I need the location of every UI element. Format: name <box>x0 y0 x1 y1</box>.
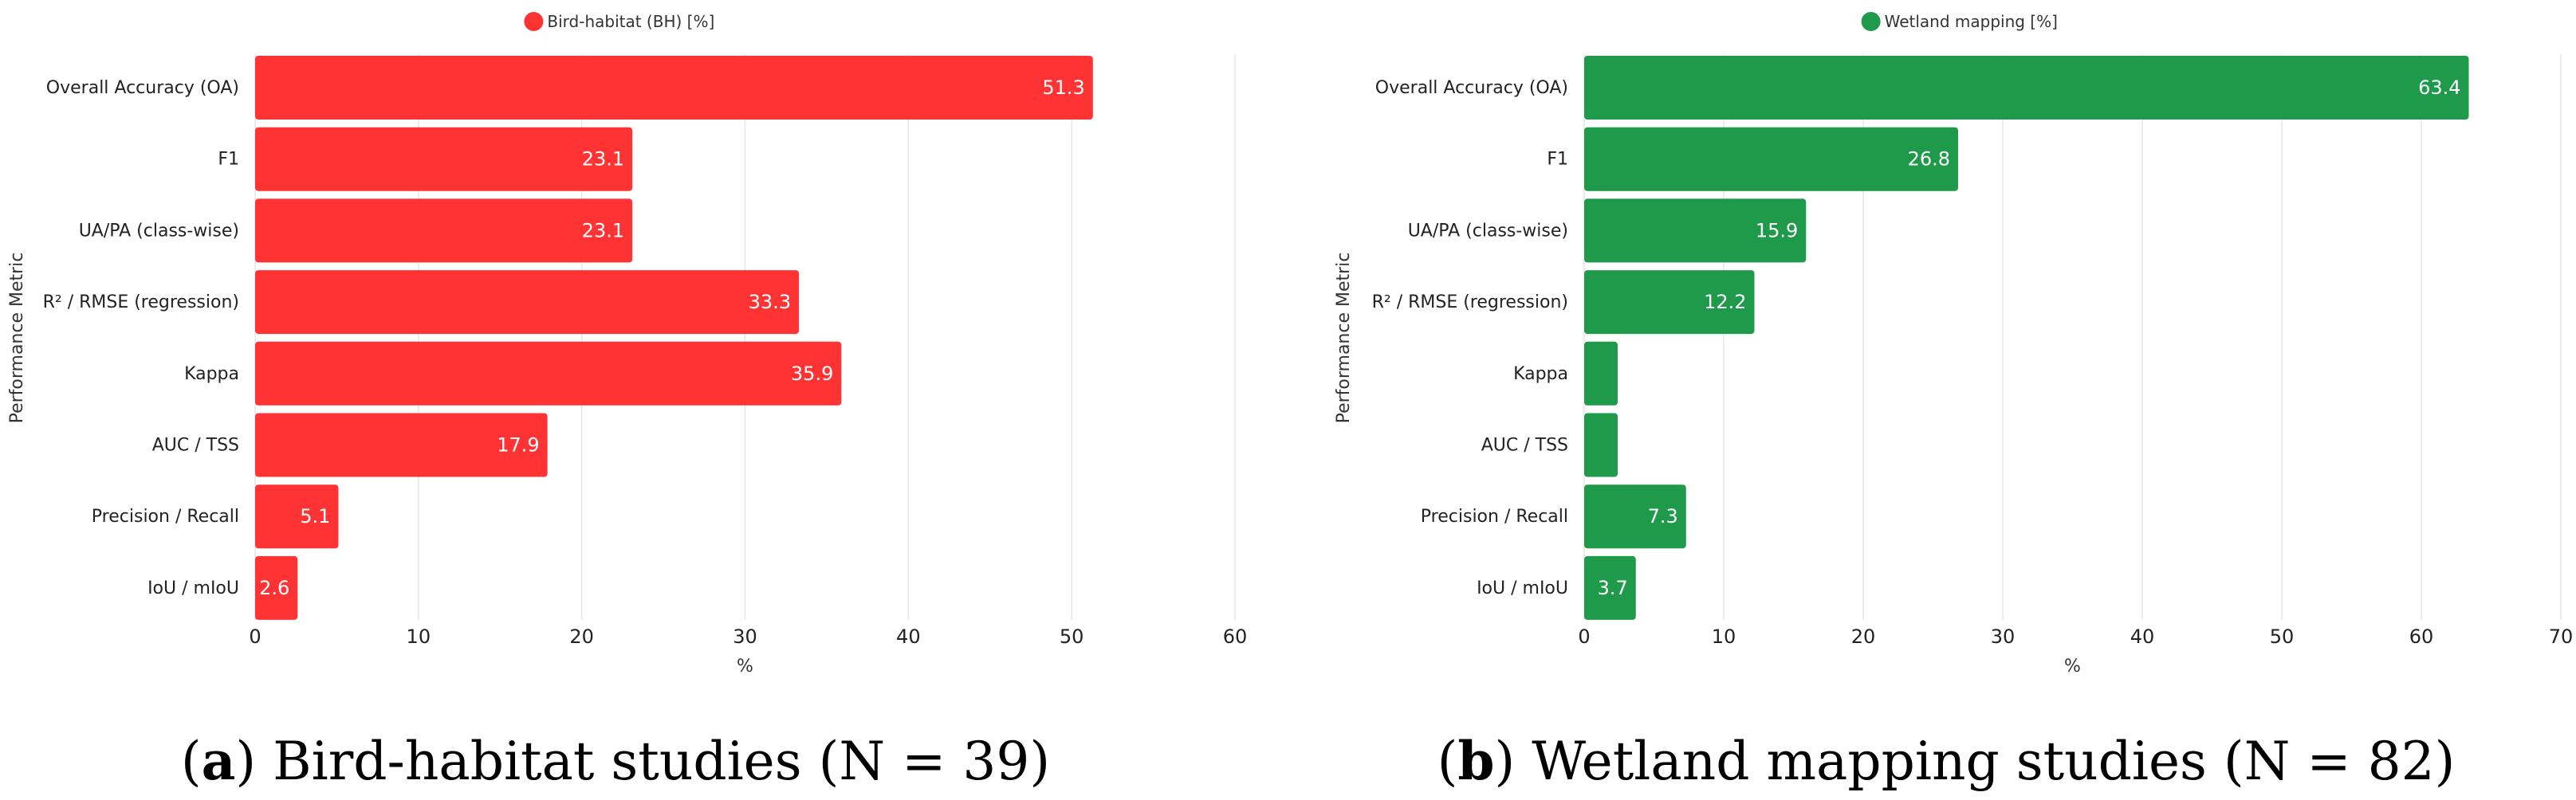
bar <box>255 555 298 620</box>
bar <box>1584 413 1618 477</box>
legend-marker <box>524 12 544 31</box>
category-label: UA/PA (class-wise) <box>1408 221 1568 241</box>
category-label: F1 <box>218 150 239 170</box>
x-tick-label: 70 <box>2549 625 2574 648</box>
bar-value-label: 35.9 <box>791 363 833 385</box>
x-tick-label: 60 <box>1223 625 1248 648</box>
bar-value-label: 23.1 <box>582 219 624 241</box>
category-label: F1 <box>1547 150 1568 170</box>
chart-panel-b: Wetland mapping [%] 0 10 20 30 40 50 60 70 63.4 Ov… <box>1334 12 2573 792</box>
category-label: Kappa <box>184 364 239 384</box>
y-axis-title: Performance Metric <box>1334 253 1354 424</box>
chart-panel-a: Bird-habitat (BH) [%] 0 10 20 30 40 50 60 51.3 Ov… <box>7 12 1247 792</box>
category-label: IoU / mIoU <box>147 578 239 598</box>
bar <box>255 270 800 335</box>
legend: Bird-habitat (BH) [%] <box>524 12 714 31</box>
category-label: R² / RMSE (regression) <box>1372 292 1568 312</box>
bar <box>255 413 548 477</box>
bar <box>255 484 339 549</box>
legend-label: Wetland mapping [%] <box>1885 12 2058 31</box>
bar <box>255 127 633 191</box>
bar-value-label: 7.3 <box>1648 505 1678 527</box>
legend: Wetland mapping [%] <box>1861 12 2058 31</box>
x-tick-label: 50 <box>2270 625 2295 648</box>
caption-letter: b <box>1457 730 1494 792</box>
y-axis-title: Performance Metric <box>7 253 27 424</box>
category-label: R² / RMSE (regression) <box>43 292 239 312</box>
bar-value-label: 3.7 <box>1598 577 1628 599</box>
bar <box>1584 127 1958 191</box>
bar-value-label: 12.2 <box>1704 291 1746 313</box>
legend-marker <box>1861 12 1881 31</box>
bar-value-label: 15.9 <box>1756 219 1798 241</box>
bar <box>1584 56 2469 120</box>
x-tick-label: 30 <box>1991 625 2016 648</box>
category-label: Overall Accuracy (OA) <box>1375 78 1568 98</box>
x-tick-label: 60 <box>2409 625 2434 648</box>
x-tick-label: 20 <box>1851 625 1876 648</box>
panel-caption: (a) Bird-habitat studies (N = 39) <box>181 730 1050 792</box>
caption-letter: a <box>202 730 236 792</box>
panel-caption: (b) Wetland mapping studies (N = 82) <box>1437 730 2456 792</box>
bar <box>1584 484 1686 549</box>
bar-value-label: 63.4 <box>2418 76 2460 99</box>
bar-value-label: 23.1 <box>582 148 624 171</box>
x-tick-label: 40 <box>896 625 921 648</box>
bar <box>1584 270 1755 335</box>
bar-value-label: 33.3 <box>749 291 791 313</box>
bar <box>1584 198 1807 263</box>
x-tick-label: 50 <box>1060 625 1084 648</box>
x-tick-label: 0 <box>249 625 261 648</box>
x-tick-label: 10 <box>407 625 431 648</box>
category-label: UA/PA (class-wise) <box>79 221 239 241</box>
x-tick-label: 0 <box>1578 625 1590 648</box>
x-tick-label: 10 <box>1712 625 1736 648</box>
bar <box>255 341 842 406</box>
bar <box>1584 555 1636 620</box>
x-tick-label: 20 <box>569 625 594 648</box>
category-label: AUC / TSS <box>1481 436 1568 456</box>
bar <box>255 56 1093 120</box>
category-label: Kappa <box>1513 364 1568 384</box>
category-label: Precision / Recall <box>92 507 239 527</box>
bar-value-label: 26.8 <box>1908 148 1950 171</box>
x-axis-title: % <box>737 657 753 676</box>
category-label: IoU / mIoU <box>1477 578 1568 598</box>
x-tick-label: 40 <box>2130 625 2155 648</box>
bar <box>1584 341 1618 406</box>
category-label: Precision / Recall <box>1421 507 1568 527</box>
bar <box>255 198 633 263</box>
category-label: Overall Accuracy (OA) <box>46 78 239 98</box>
legend-label: Bird-habitat (BH) [%] <box>547 12 714 31</box>
x-axis-title: % <box>2064 657 2081 676</box>
bar-value-label: 5.1 <box>300 505 330 527</box>
bar-value-label: 17.9 <box>497 434 539 457</box>
category-label: AUC / TSS <box>152 436 239 456</box>
x-tick-label: 30 <box>733 625 757 648</box>
bar-value-label: 51.3 <box>1042 76 1084 99</box>
bar-value-label: 2.6 <box>259 577 289 599</box>
